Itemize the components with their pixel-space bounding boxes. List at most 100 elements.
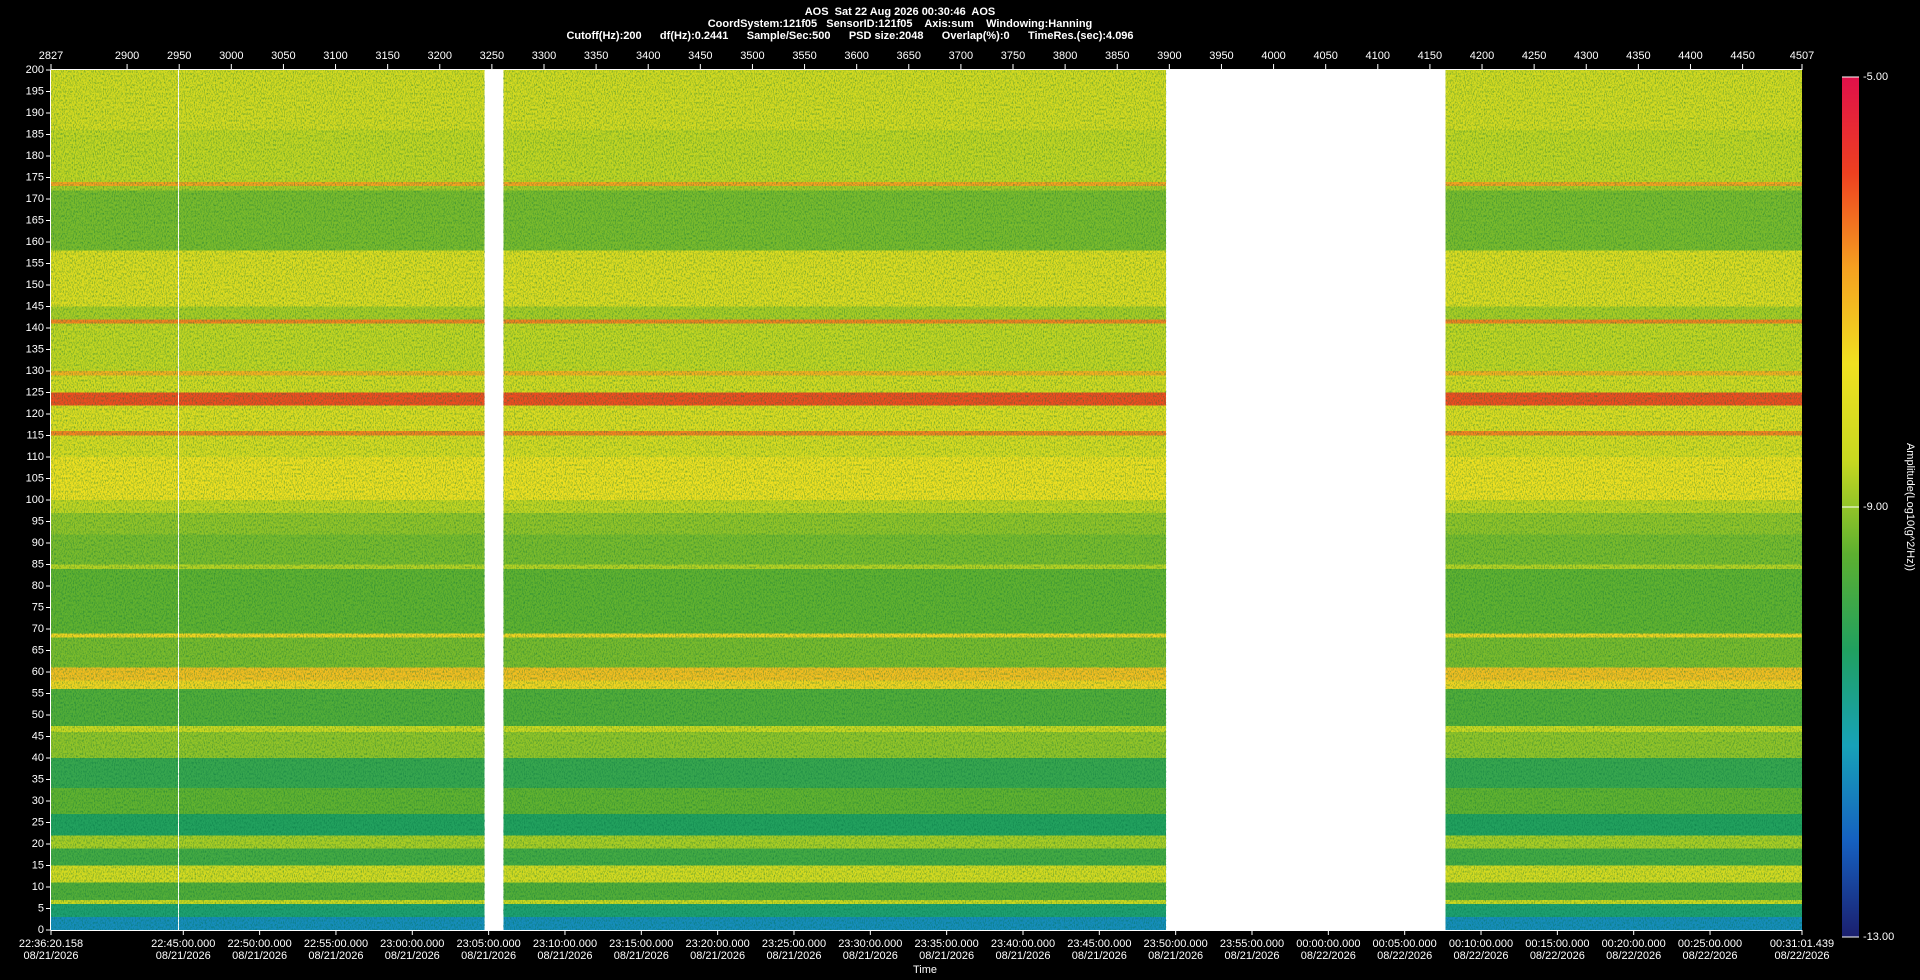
x-top-tick-label: 3600	[844, 50, 868, 62]
y-tick-label: 90	[32, 537, 44, 549]
x-tick-label: 22:55:00.000	[304, 938, 368, 950]
x-tick-label: 22:50:00.000	[227, 938, 291, 950]
x-top-tick-label: 2950	[167, 50, 191, 62]
x-top-tick-label: 3150	[375, 50, 399, 62]
x-tick-date: 08/21/2026	[919, 950, 974, 962]
x-tick-label: 23:25:00.000	[762, 938, 826, 950]
x-tick-label: 00:10:00.000	[1449, 938, 1513, 950]
y-tick-label: 40	[32, 752, 44, 764]
y-tick-label: 35	[32, 773, 44, 785]
y-tick-label: 75	[32, 601, 44, 613]
y-tick-label: 135	[26, 343, 44, 355]
x-top-tick-label: 3900	[1157, 50, 1181, 62]
x-top-tick-label: 3300	[532, 50, 556, 62]
y-tick-label: 170	[26, 193, 44, 205]
y-tick-label: 85	[32, 558, 44, 570]
x-tick-date: 08/21/2026	[232, 950, 287, 962]
y-tick-label: 70	[32, 623, 44, 635]
x-top-tick-label: 3800	[1053, 50, 1077, 62]
x-tick-date: 08/21/2026	[766, 950, 821, 962]
x-top-tick-label: 3950	[1209, 50, 1233, 62]
x-top-tick-label: 3750	[1001, 50, 1025, 62]
y-tick-label: 55	[32, 687, 44, 699]
x-tick-date: 08/21/2026	[308, 950, 363, 962]
x-top-tick-label: 3100	[323, 50, 347, 62]
x-tick-label: 00:20:00.000	[1602, 938, 1666, 950]
y-tick-label: 115	[26, 429, 44, 441]
y-tick-label: 80	[32, 580, 44, 592]
x-tick-label: 23:05:00.000	[457, 938, 521, 950]
x-tick-date: 08/21/2026	[23, 950, 78, 962]
x-tick-date: 08/21/2026	[1224, 950, 1279, 962]
y-tick-label: 145	[26, 300, 44, 312]
y-tick-label: 180	[26, 150, 44, 162]
x-tick-label: 23:40:00.000	[991, 938, 1055, 950]
x-tick-label: 23:55:00.000	[1220, 938, 1284, 950]
y-tick-label: 50	[32, 709, 44, 721]
x-top-tick-label: 2900	[115, 50, 139, 62]
y-tick-label: 185	[26, 128, 44, 140]
x-tick-label: 00:31:01.439	[1770, 938, 1834, 950]
y-tick-label: 165	[26, 214, 44, 226]
y-tick-label: 110	[26, 451, 44, 463]
x-tick-date: 08/21/2026	[537, 950, 592, 962]
x-top-tick-label: 4300	[1574, 50, 1598, 62]
y-tick-label: 160	[26, 236, 44, 248]
x-tick-date: 08/22/2026	[1530, 950, 1585, 962]
y-tick-label: 130	[26, 365, 44, 377]
x-top-tick-label: 4050	[1313, 50, 1337, 62]
colorbar-tick-label: -13.00	[1863, 931, 1894, 943]
x-tick-label: 00:05:00.000	[1373, 938, 1437, 950]
x-tick-date: 08/21/2026	[385, 950, 440, 962]
x-tick-date: 08/21/2026	[1072, 950, 1127, 962]
x-tick-label: 23:50:00.000	[1144, 938, 1208, 950]
chart-title: AOS Sat 22 Aug 2026 00:30:46 AOS	[805, 6, 996, 18]
x-tick-label: 23:15:00.000	[609, 938, 673, 950]
x-top-tick-label: 4400	[1678, 50, 1702, 62]
x-tick-label: 00:25:00.000	[1678, 938, 1742, 950]
x-top-tick-label: 3700	[949, 50, 973, 62]
y-tick-label: 15	[32, 859, 44, 871]
x-top-tick-label: 4150	[1418, 50, 1442, 62]
y-tick-label: 60	[32, 666, 44, 678]
x-tick-label: 23:35:00.000	[915, 938, 979, 950]
x-tick-date: 08/21/2026	[461, 950, 516, 962]
x-tick-date: 08/22/2026	[1453, 950, 1508, 962]
y-tick-label: 155	[26, 257, 44, 269]
y-tick-label: 5	[38, 902, 44, 914]
y-tick-label: 10	[32, 881, 44, 893]
x-tick-label: 23:30:00.000	[838, 938, 902, 950]
y-tick-label: 45	[32, 730, 44, 742]
y-tick-label: 140	[26, 322, 44, 334]
x-tick-date: 08/21/2026	[614, 950, 669, 962]
x-tick-date: 08/21/2026	[843, 950, 898, 962]
y-tick-label: 100	[26, 494, 44, 506]
x-axis-label: Time	[913, 964, 937, 976]
y-tick-label: 125	[26, 386, 44, 398]
x-top-tick-label: 3550	[792, 50, 816, 62]
x-tick-label: 23:00:00.000	[380, 938, 444, 950]
x-top-tick-label: 4200	[1470, 50, 1494, 62]
noise-texture	[179, 70, 485, 930]
x-tick-date: 08/22/2026	[1606, 950, 1661, 962]
x-tick-date: 08/21/2026	[1148, 950, 1203, 962]
x-top-tick-label: 3400	[636, 50, 660, 62]
y-tick-label: 105	[26, 472, 44, 484]
x-tick-label: 23:45:00.000	[1067, 938, 1131, 950]
y-tick-label: 175	[26, 171, 44, 183]
noise-texture	[1445, 70, 1802, 930]
y-tick-label: 30	[32, 795, 44, 807]
y-tick-label: 200	[26, 64, 44, 76]
x-tick-date: 08/21/2026	[690, 950, 745, 962]
x-top-tick-label: 3050	[271, 50, 295, 62]
y-tick-label: 25	[32, 816, 44, 828]
x-top-tick-label: 4100	[1366, 50, 1390, 62]
chart-subtitle: CoordSystem:121f05 SensorID:121f05 Axis:…	[708, 18, 1093, 30]
x-tick-date: 08/21/2026	[995, 950, 1050, 962]
x-top-tick-label: 3850	[1105, 50, 1129, 62]
x-top-tick-label: 2827	[39, 50, 63, 62]
x-top-tick-label: 4507	[1790, 50, 1814, 62]
x-tick-date: 08/22/2026	[1682, 950, 1737, 962]
y-tick-label: 0	[38, 924, 44, 936]
x-top-tick-label: 4000	[1261, 50, 1285, 62]
